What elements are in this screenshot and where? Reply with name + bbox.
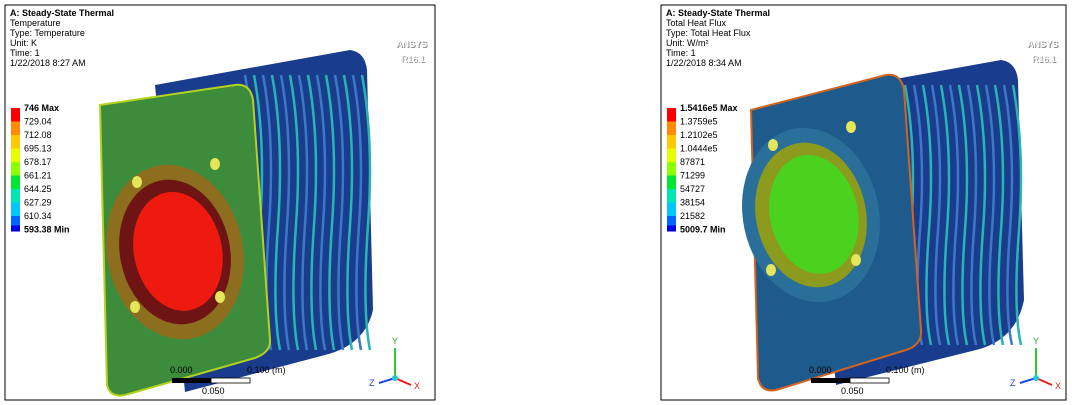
header-line: Type: Temperature xyxy=(10,28,85,38)
version: R16.1 xyxy=(1032,54,1056,64)
legend-label: 627.29 xyxy=(24,198,52,208)
legend-label: 21582 xyxy=(680,211,705,221)
header-line: A: Steady-State Thermal xyxy=(666,8,770,18)
model xyxy=(726,60,1024,391)
header-line: 1/22/2018 8:34 AM xyxy=(666,58,742,68)
legend-label: 661.21 xyxy=(24,171,52,181)
bolt-hole xyxy=(130,301,140,313)
legend-label: 1.0444e5 xyxy=(680,144,718,154)
legend-swatch xyxy=(11,162,20,176)
triad-label: X xyxy=(414,381,420,391)
legend-label: 729.04 xyxy=(24,117,52,127)
result-panel: A: Steady-State ThermalTemperatureType: … xyxy=(5,5,435,400)
bolt-hole xyxy=(132,176,142,188)
header-line: Unit: W/m² xyxy=(666,38,709,48)
legend-label: 1.5416e5 Max xyxy=(680,103,738,113)
scale-end: 0.100 (m) xyxy=(886,365,925,375)
legend-swatch xyxy=(667,135,676,149)
legend-swatch xyxy=(667,149,676,163)
legend-label: 1.2102e5 xyxy=(680,130,718,140)
legend-swatch xyxy=(11,176,20,190)
scale-mid: 0.050 xyxy=(841,386,864,396)
legend-swatch xyxy=(667,226,676,232)
legend-swatch xyxy=(11,108,20,122)
legend-swatch xyxy=(11,203,20,217)
scale-mid: 0.050 xyxy=(202,386,225,396)
scale-bar xyxy=(172,378,211,383)
legend-swatch xyxy=(11,122,20,136)
header-line: Total Heat Flux xyxy=(666,18,727,28)
legend-label: 593.38 Min xyxy=(24,225,70,235)
legend-label: 746 Max xyxy=(24,103,59,113)
triad-label: Y xyxy=(392,336,398,346)
triad-label: Z xyxy=(369,378,375,388)
legend-swatch xyxy=(11,189,20,203)
legend-swatch xyxy=(667,176,676,190)
bolt-hole xyxy=(846,121,856,133)
legend-label: 71299 xyxy=(680,171,705,181)
legend-swatch xyxy=(667,108,676,122)
legend-swatch xyxy=(11,149,20,163)
logo: ANSYS xyxy=(396,39,427,49)
legend-swatch xyxy=(667,189,676,203)
legend-swatch xyxy=(667,162,676,176)
header-line: Unit: K xyxy=(10,38,37,48)
scale-start: 0.000 xyxy=(170,365,193,375)
model xyxy=(90,50,373,396)
triad-origin xyxy=(392,375,398,381)
legend-label: 5009.7 Min xyxy=(680,225,726,235)
scale-bar xyxy=(211,378,250,383)
legend-label: 87871 xyxy=(680,157,705,167)
legend-label: 712.08 xyxy=(24,130,52,140)
legend-label: 54727 xyxy=(680,184,705,194)
header-line: Temperature xyxy=(10,18,61,28)
logo: ANSYS xyxy=(1027,39,1058,49)
legend-label: 610.34 xyxy=(24,211,52,221)
scale-bar xyxy=(811,378,850,383)
header-line: A: Steady-State Thermal xyxy=(10,8,114,18)
legend-swatch xyxy=(667,203,676,217)
bolt-hole xyxy=(768,139,778,151)
legend-label: 38154 xyxy=(680,198,705,208)
triad-origin xyxy=(1033,375,1039,381)
bolt-hole xyxy=(215,291,225,303)
header-line: Type: Total Heat Flux xyxy=(666,28,751,38)
header-line: Time: 1 xyxy=(10,48,40,58)
bolt-hole xyxy=(851,254,861,266)
legend-label: 1.3759e5 xyxy=(680,117,718,127)
version: R16.1 xyxy=(401,54,425,64)
legend-swatch xyxy=(11,135,20,149)
scale-start: 0.000 xyxy=(809,365,832,375)
bolt-hole xyxy=(766,264,776,276)
legend-swatch xyxy=(667,122,676,136)
legend-label: 644.25 xyxy=(24,184,52,194)
triad-label: X xyxy=(1055,381,1061,391)
triad-label: Z xyxy=(1010,378,1016,388)
screenshot: A: Steady-State ThermalTemperatureType: … xyxy=(0,0,1072,405)
legend-label: 678.17 xyxy=(24,157,52,167)
header-line: Time: 1 xyxy=(666,48,696,58)
legend-swatch xyxy=(11,226,20,232)
triad-label: Y xyxy=(1033,336,1039,346)
bolt-hole xyxy=(210,158,220,170)
header-line: 1/22/2018 8:27 AM xyxy=(10,58,86,68)
scale-bar xyxy=(850,378,889,383)
scale-end: 0.100 (m) xyxy=(247,365,286,375)
legend-label: 695.13 xyxy=(24,144,52,154)
